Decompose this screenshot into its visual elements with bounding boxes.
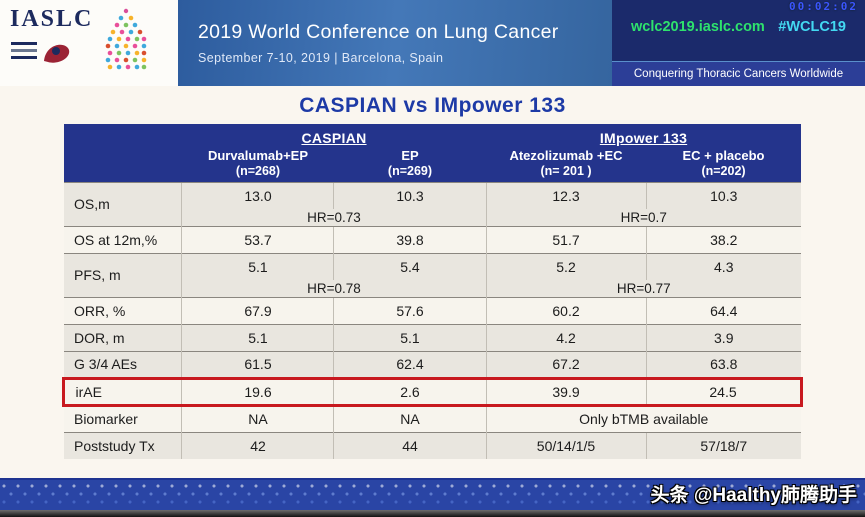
iaslc-wordmark: IASLC — [10, 6, 94, 32]
logo-block: IASLC — [0, 0, 178, 86]
row-label: Poststudy Tx — [63, 431, 182, 459]
hr-value: HR=0.78 — [181, 280, 486, 297]
table-header: CASPIAN IMpower 133 Durvalumab+EP (n=268)… — [63, 124, 802, 182]
cell-value: 42 — [181, 431, 334, 459]
cell-value: NA — [333, 404, 486, 432]
conference-hashtag: #WCLC19 — [778, 19, 846, 35]
cell-value: 5.2 — [485, 252, 646, 280]
cell-value: 24.5 — [645, 376, 803, 407]
cell-value: 50/14/1/5 — [485, 431, 646, 459]
comparison-table: CASPIAN IMpower 133 Durvalumab+EP (n=268)… — [62, 124, 803, 459]
conference-title: 2019 World Conference on Lung Cancer — [198, 21, 559, 43]
banner-center: 2019 World Conference on Lung Cancer Sep… — [178, 0, 612, 86]
table-row: Poststudy Tx 42 44 50/14/1/5 57/18/7 — [63, 431, 802, 459]
table-row: PFS, m 5.1 5.4 5.2 4.3 — [63, 252, 802, 297]
banner-right: 00:02:02 wclc2019.iaslc.com #WCLC19 Conq… — [612, 0, 865, 86]
cell-value: NA — [181, 404, 334, 432]
column-header-row: Durvalumab+EP (n=268) EP (n=269) Atezolizu… — [64, 146, 802, 182]
group-impower: IMpower 133 — [486, 124, 802, 146]
row-label: OS at 12m,% — [63, 225, 182, 253]
conference-banner: IASLC 20 — [0, 0, 865, 86]
cell-value: 67.2 — [485, 350, 646, 378]
cell-value: 57.6 — [333, 296, 486, 324]
row-label: PFS, m — [63, 252, 182, 297]
cell-value: 62.4 — [333, 350, 486, 378]
cell-value: 39.9 — [485, 376, 646, 407]
row-label: ORR, % — [63, 296, 182, 324]
col-ep: EP (n=269) — [333, 146, 486, 182]
cell-value: 64.4 — [645, 296, 802, 324]
cell-value: 39.8 — [333, 225, 486, 253]
table-row: DOR, m 5.1 5.1 4.2 3.9 — [63, 323, 802, 351]
group-header-row: CASPIAN IMpower 133 — [63, 124, 802, 182]
conference-links: wclc2019.iaslc.com #WCLC19 — [612, 18, 865, 36]
page-title: CASPIAN vs IMpower 133 — [299, 94, 566, 117]
cell-value: 5.1 — [181, 323, 334, 351]
row-label: Biomarker — [63, 404, 182, 432]
row-label: OS,m — [63, 181, 182, 226]
cell-value: 13.0 — [181, 181, 334, 209]
iaslc-emblem-icon — [11, 42, 70, 63]
cell-value: 4.2 — [485, 323, 646, 351]
hr-value: HR=0.7 — [485, 209, 802, 226]
row-label: DOR, m — [63, 323, 182, 351]
highlighted-row-irae: irAE 19.6 2.6 39.9 24.5 — [62, 376, 803, 407]
cell-value: 5.1 — [333, 323, 486, 351]
wclc-barcelona-icon — [106, 8, 147, 70]
col-atezolizumab: Atezolizumab +EC (n= 201 ) — [486, 146, 646, 182]
table-row: Biomarker NA NA Only bTMB available — [63, 404, 802, 432]
table-row: G 3/4 AEs 61.5 62.4 67.2 63.8 — [63, 350, 802, 378]
photo-edge — [0, 510, 865, 517]
cell-value: 38.2 — [645, 225, 802, 253]
cell-value: 53.7 — [181, 225, 334, 253]
crowd-pattern-strip — [0, 478, 865, 510]
iaslc-logo: IASLC — [10, 6, 93, 68]
table-row: ORR, % 67.9 57.6 60.2 64.4 — [63, 296, 802, 324]
cell-value-span: Only bTMB available — [485, 404, 802, 432]
cell-value: 44 — [333, 431, 486, 459]
cell-value: 4.3 — [645, 252, 802, 280]
hr-value: HR=0.73 — [181, 209, 486, 226]
cell-value: 57/18/7 — [645, 431, 802, 459]
row-label: irAE — [62, 376, 182, 407]
cell-value: 5.4 — [333, 252, 486, 280]
hr-subrow: HR=0.78 HR=0.77 — [64, 280, 802, 297]
cell-value: 5.1 — [181, 252, 334, 280]
cell-value: 51.7 — [485, 225, 646, 253]
conference-tagline: Conquering Thoracic Cancers Worldwide — [612, 61, 865, 86]
table-row: OS at 12m,% 53.7 39.8 51.7 38.2 — [63, 225, 802, 253]
group-caspian: CASPIAN — [181, 124, 486, 146]
col-ec-placebo: EC + placebo (n=202) — [646, 146, 802, 182]
watermark: 头条 @Haalthy肺腾助手 — [650, 485, 857, 506]
cell-value: 67.9 — [181, 296, 334, 324]
screen-timer: 00:02:02 — [789, 0, 858, 13]
hr-subrow: HR=0.73 HR=0.7 — [64, 209, 802, 226]
conference-website: wclc2019.iaslc.com — [631, 19, 765, 35]
cell-value: 10.3 — [645, 181, 802, 209]
col-durvalumab: Durvalumab+EP (n=268) — [181, 146, 334, 182]
cell-value: 61.5 — [181, 350, 334, 378]
cell-value: 3.9 — [645, 323, 802, 351]
hr-value: HR=0.77 — [485, 280, 802, 297]
cell-value: 12.3 — [485, 181, 646, 209]
row-label: G 3/4 AEs — [63, 350, 182, 378]
corner-cell — [63, 124, 182, 182]
cell-value: 60.2 — [485, 296, 646, 324]
table-row: OS,m 13.0 10.3 12.3 10.3 — [63, 181, 802, 226]
cell-value: 63.8 — [645, 350, 802, 378]
conference-dates: September 7-10, 2019 | Barcelona, Spain — [198, 51, 444, 65]
cell-value: 2.6 — [333, 376, 486, 407]
cell-value: 19.6 — [181, 376, 334, 407]
cell-value: 10.3 — [333, 181, 486, 209]
